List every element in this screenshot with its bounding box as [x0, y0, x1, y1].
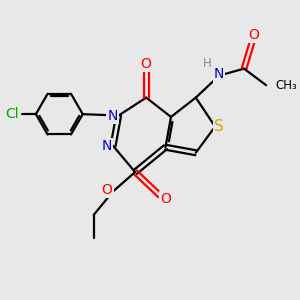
- Text: O: O: [160, 192, 171, 206]
- Text: S: S: [214, 119, 224, 134]
- Text: H: H: [203, 58, 212, 70]
- Text: CH₃: CH₃: [276, 79, 298, 92]
- Text: Cl: Cl: [5, 107, 18, 121]
- Text: N: N: [214, 68, 224, 81]
- Text: O: O: [248, 28, 259, 42]
- Text: N: N: [107, 109, 118, 122]
- Text: N: N: [102, 139, 112, 153]
- Text: O: O: [141, 57, 152, 71]
- Text: O: O: [102, 183, 112, 197]
